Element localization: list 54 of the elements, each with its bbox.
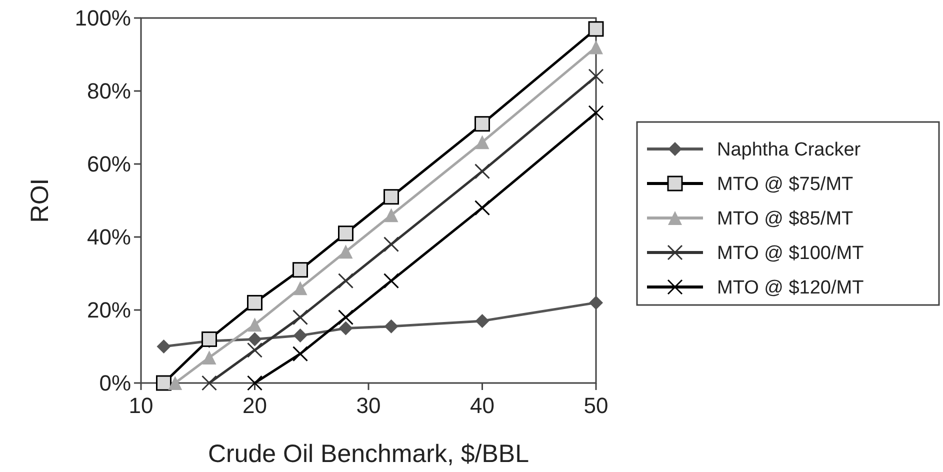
point — [156, 375, 172, 391]
point — [475, 314, 490, 328]
x-axis-title: Crude Oil Benchmark, $/BBL — [208, 440, 530, 468]
point — [202, 331, 217, 347]
point — [248, 318, 262, 332]
legend-label: MTO @ $75/MT — [717, 174, 854, 196]
legend-label: MTO @ $85/MT — [717, 208, 854, 230]
point — [588, 105, 604, 121]
y-axis-title: ROI — [26, 178, 54, 223]
point — [384, 189, 399, 205]
x-tick-label: 40 — [470, 393, 494, 418]
point — [384, 319, 398, 334]
point — [338, 310, 354, 326]
point — [384, 208, 398, 222]
x-tick-label: 50 — [584, 393, 608, 418]
legend-label: MTO @ $100/MT — [717, 243, 864, 264]
y-tick-label: 0% — [99, 370, 131, 396]
point — [588, 21, 604, 37]
point — [247, 375, 262, 391]
point — [248, 332, 262, 346]
point — [474, 200, 490, 216]
point — [384, 273, 399, 289]
point — [156, 340, 171, 354]
legend-label: MTO @ $120/MT — [717, 278, 864, 299]
point — [384, 236, 399, 252]
point — [474, 164, 490, 180]
point — [338, 244, 353, 259]
point — [292, 262, 308, 278]
point — [338, 321, 353, 336]
y-tick-label: 80% — [86, 78, 131, 104]
x-tick-label: 10 — [128, 393, 154, 418]
x-tick-label: 30 — [356, 393, 381, 418]
y-tick-label: 100% — [74, 6, 131, 31]
point — [589, 296, 603, 310]
point — [588, 68, 604, 84]
point — [202, 375, 217, 391]
y-tick-label: 40% — [86, 224, 131, 250]
point — [474, 116, 490, 132]
point — [293, 328, 308, 343]
point — [292, 346, 308, 362]
point — [338, 273, 354, 289]
point — [247, 342, 262, 358]
point — [202, 350, 216, 364]
point — [247, 294, 262, 310]
y-tick-label: 60% — [86, 152, 131, 177]
point — [475, 135, 490, 150]
y-tick-label: 20% — [86, 298, 131, 323]
legend-label: Naphtha Cracker — [717, 140, 862, 161]
x-tick-label: 20 — [242, 393, 267, 418]
point — [589, 40, 603, 54]
point — [292, 310, 308, 326]
point — [338, 226, 354, 242]
point — [168, 376, 182, 390]
point — [293, 281, 308, 296]
